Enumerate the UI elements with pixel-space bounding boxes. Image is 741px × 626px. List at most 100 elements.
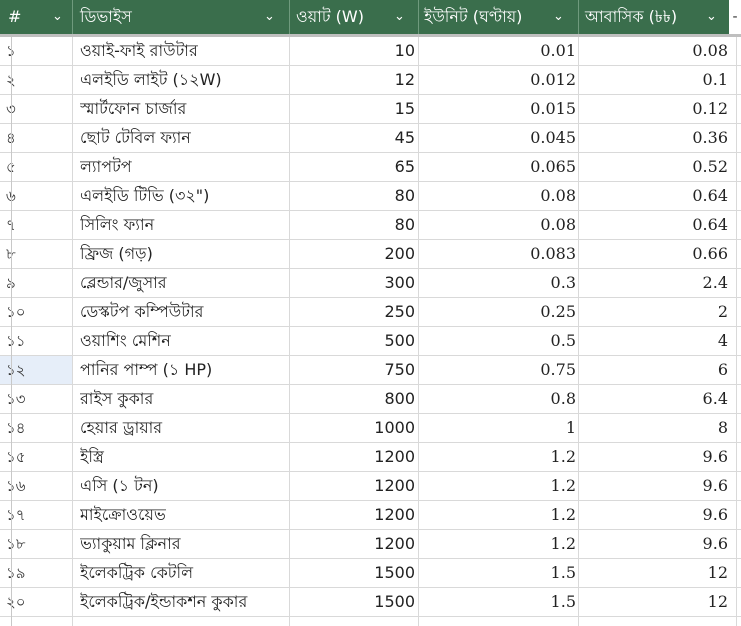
- residential-cost-cell[interactable]: 9.6: [702, 534, 728, 553]
- device-cell[interactable]: ডেস্কটপ কম্পিউটার: [80, 302, 204, 321]
- device-cell[interactable]: ফ্রিজ (গড়): [80, 244, 153, 263]
- residential-cost-cell[interactable]: 0.64: [692, 186, 728, 205]
- residential-cost-cell[interactable]: 0.52: [692, 157, 728, 176]
- watt-cell[interactable]: 80: [394, 186, 415, 205]
- unit-cell[interactable]: 0.5: [550, 331, 576, 350]
- unit-cell[interactable]: 1.2: [550, 534, 576, 553]
- table-row[interactable]: ৫ ল্যাপটপ 65 0.065 0.52: [0, 153, 741, 182]
- chevron-down-icon[interactable]: ⌄: [394, 9, 405, 24]
- residential-cost-cell[interactable]: 0.1: [702, 70, 728, 89]
- unit-cell[interactable]: 0.083: [530, 244, 576, 263]
- row-number-cell[interactable]: ১১: [6, 332, 26, 350]
- row-number-cell[interactable]: ১৪: [6, 419, 26, 437]
- row-number-cell[interactable]: ৬: [0, 182, 72, 210]
- residential-cost-cell[interactable]: 2.4: [702, 273, 728, 292]
- chevron-down-icon[interactable]: ⌄: [264, 9, 275, 24]
- unit-cell[interactable]: 0.045: [530, 128, 576, 147]
- watt-cell[interactable]: 1200: [374, 476, 415, 495]
- row-number-cell[interactable]: ১৮: [6, 535, 26, 553]
- residential-cost-cell[interactable]: 4: [717, 331, 728, 350]
- table-row[interactable]: ৮ ফ্রিজ (গড়) 200 0.083 0.66: [0, 240, 741, 269]
- residential-cost-cell[interactable]: 0.08: [692, 41, 728, 60]
- device-cell[interactable]: স্মার্টফোন চার্জার: [80, 99, 187, 118]
- table-row[interactable]: ১৭ মাইক্রোওয়েভ 1200 1.2 9.6: [0, 501, 741, 530]
- row-number-cell[interactable]: ১৫: [6, 448, 26, 466]
- residential-cost-cell[interactable]: 0.36: [692, 128, 728, 147]
- device-cell[interactable]: ওয়াশিং মেশিন: [80, 331, 171, 350]
- watt-cell[interactable]: 12: [394, 70, 415, 89]
- unit-cell[interactable]: 1.2: [550, 447, 576, 466]
- unit-cell[interactable]: 0.75: [540, 360, 576, 379]
- table-row[interactable]: ১ ওয়াই-ফাই রাউটার 10 0.01 0.08: [0, 37, 741, 66]
- device-cell[interactable]: ভ্যাকুয়াম ক্লিনার: [80, 534, 181, 553]
- residential-cost-cell[interactable]: 0.12: [692, 99, 728, 118]
- watt-cell[interactable]: 10: [394, 41, 415, 60]
- device-cell[interactable]: রাইস কুকার: [80, 389, 154, 408]
- header-unit[interactable]: ইউনিট (ঘণ্টায়): [424, 7, 523, 26]
- device-cell[interactable]: ওয়াই-ফাই রাউটার: [80, 41, 198, 60]
- device-cell[interactable]: এলইডি টিভি (৩২"): [80, 186, 210, 205]
- watt-cell[interactable]: 1000: [374, 418, 415, 437]
- row-number-cell[interactable]: ১০: [6, 303, 26, 321]
- chevron-down-icon[interactable]: ⌄: [553, 9, 564, 24]
- device-cell[interactable]: পানির পাম্প (১ HP): [80, 360, 213, 379]
- residential-cost-cell[interactable]: 9.6: [702, 476, 728, 495]
- table-row[interactable]: ১৮ ভ্যাকুয়াম ক্লিনার 1200 1.2 9.6: [0, 530, 741, 559]
- header-residential[interactable]: আবাসিক (৳৳): [585, 7, 678, 26]
- watt-cell[interactable]: 200: [384, 244, 415, 263]
- table-row[interactable]: ১৩ রাইস কুকার 800 0.8 6.4: [0, 385, 741, 414]
- device-cell[interactable]: এলইডি লাইট (১২W): [80, 70, 222, 89]
- table-row[interactable]: ৯ ব্লেন্ডার/জুসার 300 0.3 2.4: [0, 269, 741, 298]
- watt-cell[interactable]: 800: [384, 389, 415, 408]
- watt-cell[interactable]: 80: [394, 215, 415, 234]
- unit-cell[interactable]: 0.01: [540, 41, 576, 60]
- device-cell[interactable]: সিলিং ফ্যান: [80, 215, 155, 234]
- watt-cell[interactable]: 1200: [374, 534, 415, 553]
- row-number-cell[interactable]: ১২: [0, 356, 72, 384]
- table-row[interactable]: ৬ এলইডি টিভি (৩২") 80 0.08 0.64: [0, 182, 741, 211]
- row-number-cell[interactable]: ২০: [6, 593, 26, 611]
- unit-cell[interactable]: 0.015: [530, 99, 576, 118]
- watt-cell[interactable]: 300: [384, 273, 415, 292]
- watt-cell[interactable]: 45: [394, 128, 415, 147]
- unit-cell[interactable]: 1.2: [550, 476, 576, 495]
- table-row[interactable]: ১৬ এসি (১ টন) 1200 1.2 9.6: [0, 472, 741, 501]
- row-number-cell[interactable]: ১৩: [6, 390, 26, 408]
- row-number-cell[interactable]: ৭: [0, 211, 72, 239]
- unit-cell[interactable]: 1.5: [550, 563, 576, 582]
- row-number-cell[interactable]: ৮: [0, 240, 72, 268]
- header-watt[interactable]: ওয়াট (W): [296, 7, 364, 26]
- unit-cell[interactable]: 1.2: [550, 505, 576, 524]
- residential-cost-cell[interactable]: 2: [717, 302, 728, 321]
- row-number-cell[interactable]: ৯: [0, 269, 72, 297]
- table-row[interactable]: ১৪ হেয়ার ড্রায়ার 1000 1 8: [0, 414, 741, 443]
- unit-cell[interactable]: 1.5: [550, 592, 576, 611]
- residential-cost-cell[interactable]: 0.64: [692, 215, 728, 234]
- unit-cell[interactable]: 0.25: [540, 302, 576, 321]
- row-number-cell[interactable]: ২: [0, 66, 72, 94]
- device-cell[interactable]: ইলেকট্রিক কেটলি: [80, 563, 193, 582]
- watt-cell[interactable]: 1200: [374, 447, 415, 466]
- row-number-cell[interactable]: ১৭: [6, 506, 26, 524]
- residential-cost-cell[interactable]: 6.4: [702, 389, 728, 408]
- unit-cell[interactable]: 0.8: [550, 389, 576, 408]
- table-row[interactable]: ১২ পানির পাম্প (১ HP) 750 0.75 6: [0, 356, 741, 385]
- unit-cell[interactable]: 1: [565, 418, 576, 437]
- table-row[interactable]: ৩ স্মার্টফোন চার্জার 15 0.015 0.12: [0, 95, 741, 124]
- residential-cost-cell[interactable]: 9.6: [702, 505, 728, 524]
- device-cell[interactable]: ব্লেন্ডার/জুসার: [80, 273, 167, 292]
- chevron-down-icon[interactable]: ⌄: [706, 9, 717, 24]
- table-row[interactable]: ৭ সিলিং ফ্যান 80 0.08 0.64: [0, 211, 741, 240]
- unit-cell[interactable]: 0.012: [530, 70, 576, 89]
- residential-cost-cell[interactable]: 0.66: [692, 244, 728, 263]
- row-number-cell[interactable]: ৩: [0, 95, 72, 123]
- watt-cell[interactable]: 65: [394, 157, 415, 176]
- residential-cost-cell[interactable]: 9.6: [702, 447, 728, 466]
- device-cell[interactable]: ল্যাপটপ: [80, 157, 132, 176]
- row-number-cell[interactable]: ১৬: [6, 477, 26, 495]
- residential-cost-cell[interactable]: 12: [707, 592, 728, 611]
- table-row[interactable]: ৪ ছোট টেবিল ফ্যান 45 0.045 0.36: [0, 124, 741, 153]
- watt-cell[interactable]: 15: [394, 99, 415, 118]
- unit-cell[interactable]: 0.065: [530, 157, 576, 176]
- residential-cost-cell[interactable]: 12: [707, 563, 728, 582]
